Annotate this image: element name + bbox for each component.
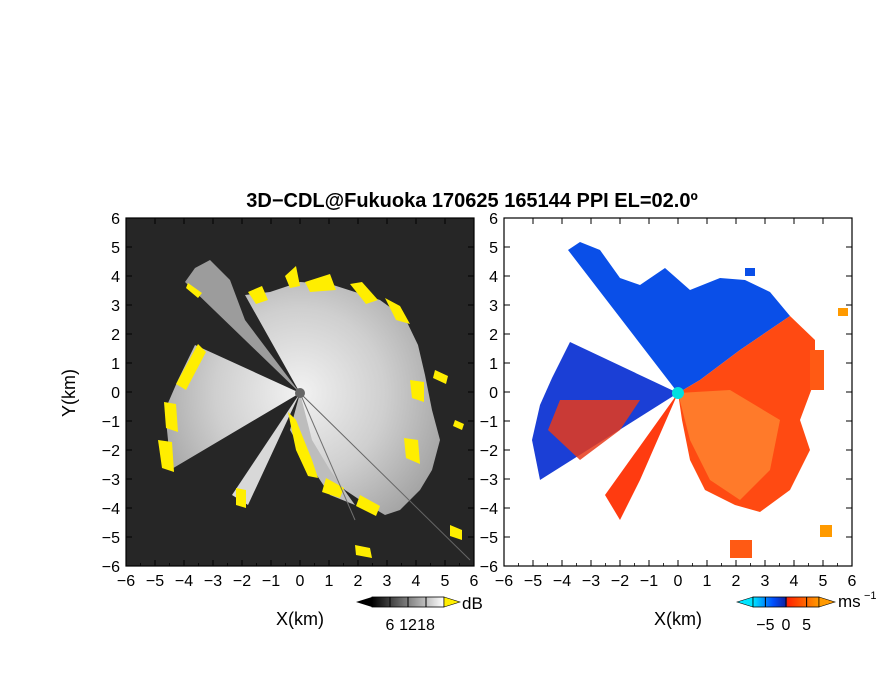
x-tick-label: −6 [117, 573, 135, 590]
y-tick-label: 0 [489, 385, 498, 402]
reflectivity-spoke [299, 392, 471, 561]
colorbar-tick-label: 0 [782, 617, 791, 634]
x-tick-label: −3 [204, 573, 222, 590]
y-tick-label: −3 [480, 472, 498, 489]
x-tick-label: 3 [761, 573, 770, 590]
reflectivity-high-edges [158, 266, 464, 558]
reflectivity-echo-west [165, 345, 300, 470]
y-tick-label: −4 [480, 501, 498, 518]
colorbar-tick-label: 5 [802, 617, 811, 634]
x-tick-label: 0 [674, 573, 683, 590]
reflectivity-echo-south [290, 393, 355, 505]
velocity-radar-site-marker [672, 387, 684, 399]
x-tick-label: 3 [383, 573, 392, 590]
x-tick-label: 5 [819, 573, 828, 590]
colorbar-unit: ms [838, 592, 861, 611]
velocity-xlabel: X(km) [654, 609, 702, 629]
y-tick-label: 3 [489, 298, 498, 315]
velocity-region-receding-inner [678, 390, 780, 500]
y-tick-label: 3 [111, 298, 120, 315]
colorbar-high-arrow [818, 596, 837, 608]
reflectivity-echo-northwest [185, 260, 300, 393]
velocity-region-west-mixed [548, 400, 640, 460]
velocity-axis-ticks: −6 −5 −4 −3 −2 −1 0 1 2 3 4 5 6 6 5 4 3 2 1 0 −1 −2 −3 −4 −5 −6 [480, 211, 857, 590]
reflectivity-ylabel: Y(km) [59, 369, 79, 417]
colorbar-tick-label: 12 [399, 617, 417, 634]
y-tick-label: −1 [102, 414, 120, 431]
colorbar-unit: dB [462, 594, 483, 613]
colorbar-tick-label: −5 [756, 617, 774, 634]
x-tick-label: −2 [233, 573, 251, 590]
reflectivity-colorbar: dB 6 12 18 [356, 594, 483, 634]
x-tick-label: −1 [262, 573, 280, 590]
y-tick-label: −6 [480, 559, 498, 576]
velocity-colorbar: ms −1 −5 0 5 [735, 590, 877, 634]
x-tick-label: −5 [524, 573, 542, 590]
y-tick-label: −2 [102, 443, 120, 460]
x-tick-label: 0 [296, 573, 305, 590]
y-tick-label: 5 [111, 240, 120, 257]
x-tick-label: −4 [553, 573, 571, 590]
reflectivity-axis-ticks: −6 −5 −4 −3 −2 −1 0 1 2 3 4 5 6 6 5 4 3 2 1 0 −1 −2 −3 −4 −5 −6 [102, 211, 479, 590]
x-tick-label: 1 [325, 573, 334, 590]
x-tick-label: −3 [582, 573, 600, 590]
y-tick-label: −5 [102, 530, 120, 547]
reflectivity-xlabel: X(km) [276, 609, 324, 629]
y-tick-label: 1 [489, 356, 498, 373]
y-tick-label: 4 [111, 269, 120, 286]
y-tick-label: −2 [480, 443, 498, 460]
y-tick-label: 2 [489, 327, 498, 344]
x-tick-label: 2 [354, 573, 363, 590]
x-tick-label: −4 [175, 573, 193, 590]
y-tick-label: 0 [111, 385, 120, 402]
x-tick-label: −5 [146, 573, 164, 590]
y-tick-label: 6 [111, 211, 120, 228]
y-tick-label: 4 [489, 269, 498, 286]
y-tick-label: −4 [102, 501, 120, 518]
colorbar-low-arrow [356, 597, 372, 607]
reflectivity-panel: −6 −5 −4 −3 −2 −1 0 1 2 3 4 5 6 6 5 4 3 2 1 0 −1 −2 −3 −4 −5 −6 X… [59, 211, 479, 629]
x-tick-label: 2 [732, 573, 741, 590]
velocity-scatter-cells [730, 268, 848, 558]
colorbar-low-arrow [735, 596, 754, 608]
y-tick-label: −3 [102, 472, 120, 489]
y-tick-label: −6 [102, 559, 120, 576]
x-tick-label: 5 [441, 573, 450, 590]
reflectivity-echo-southwest [232, 393, 300, 505]
reflectivity-echo-main [245, 282, 440, 515]
x-tick-label: −1 [640, 573, 658, 590]
velocity-region-southwest [605, 393, 678, 520]
y-tick-label: 5 [489, 240, 498, 257]
x-tick-label: −2 [611, 573, 629, 590]
radar-site-marker [295, 388, 305, 398]
y-tick-label: 6 [489, 211, 498, 228]
x-tick-label: −6 [495, 573, 513, 590]
colorbar-tick-label: 6 [386, 617, 395, 634]
y-tick-label: 2 [111, 327, 120, 344]
velocity-panel: −6 −5 −4 −3 −2 −1 0 1 2 3 4 5 6 6 5 4 3 2 1 0 −1 −2 −3 −4 −5 −6 X… [480, 211, 857, 629]
velocity-region-approaching [568, 242, 790, 393]
y-tick-label: −5 [480, 530, 498, 547]
colorbar-high-arrow [443, 596, 462, 608]
colorbar-unit-exponent: −1 [864, 590, 877, 602]
x-tick-label: 6 [470, 573, 479, 590]
x-tick-label: 6 [848, 573, 857, 590]
y-tick-label: 1 [111, 356, 120, 373]
x-tick-label: 4 [412, 573, 421, 590]
x-tick-label: 1 [703, 573, 712, 590]
reflectivity-spoke [299, 392, 356, 521]
colorbar-tick-label: 18 [417, 617, 435, 634]
figure-title: 3D−CDL@Fukuoka 170625 165144 PPI EL=02.0… [246, 190, 698, 212]
y-tick-label: −1 [480, 414, 498, 431]
x-tick-label: 4 [790, 573, 799, 590]
